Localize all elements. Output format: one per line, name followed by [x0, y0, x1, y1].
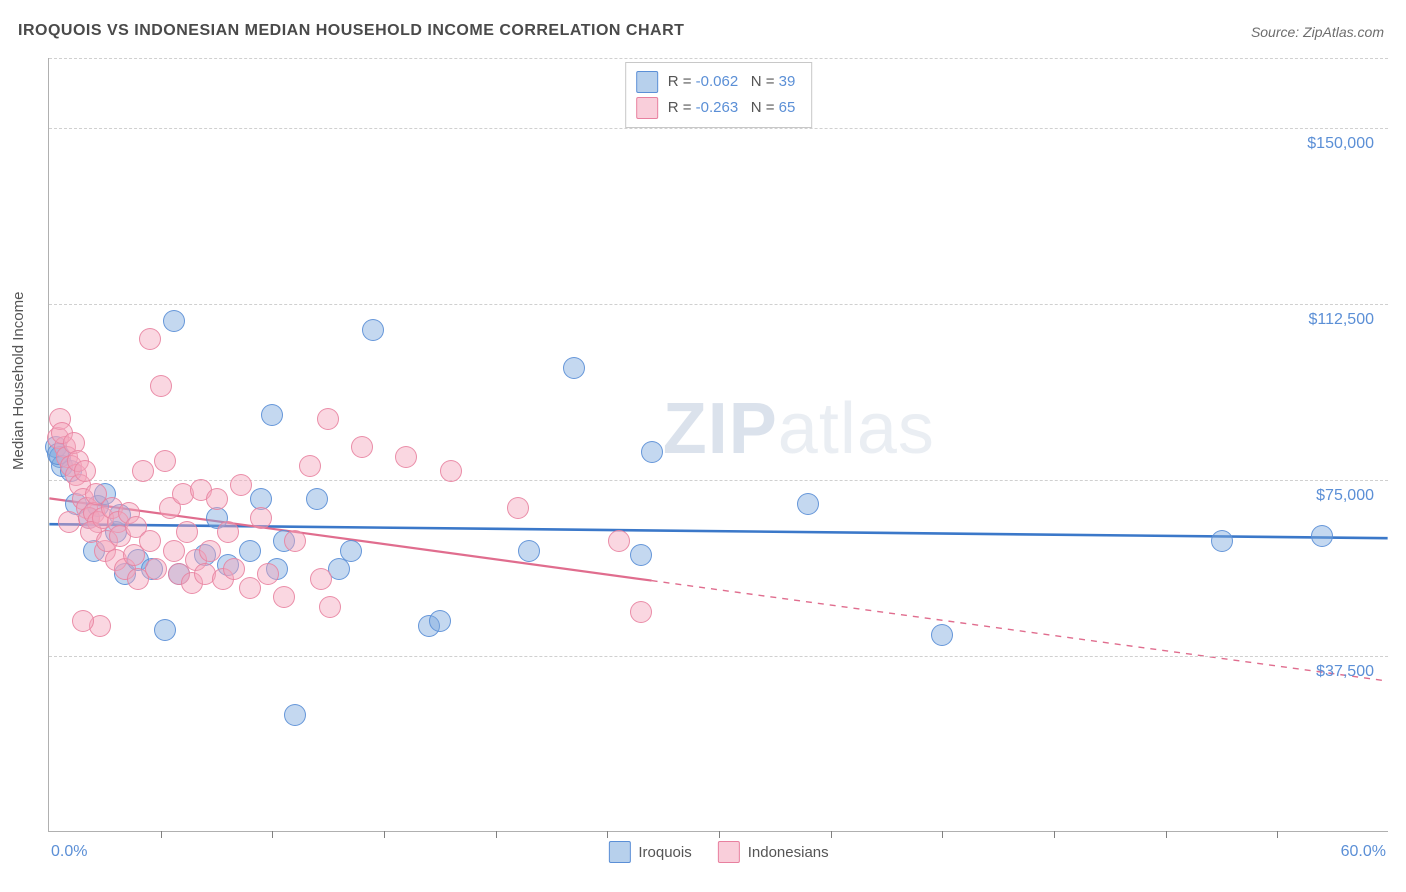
x-tick [1277, 831, 1278, 838]
scatter-point [507, 497, 529, 519]
zipatlas-watermark: ZIPatlas [663, 388, 935, 470]
scatter-point [630, 544, 652, 566]
scatter-point [163, 540, 185, 562]
square-swatch-icon [608, 841, 630, 863]
scatter-point [518, 540, 540, 562]
gridline [49, 656, 1388, 657]
scatter-point [239, 577, 261, 599]
scatter-point [163, 310, 185, 332]
scatter-point [230, 474, 252, 496]
scatter-point [608, 530, 630, 552]
trend-line [49, 524, 1387, 538]
scatter-point [931, 624, 953, 646]
scatter-point [299, 455, 321, 477]
scatter-point [257, 563, 279, 585]
scatter-plot-area: ZIPatlas R = -0.062 N = 39 R = -0.263 N … [48, 58, 1388, 832]
legend-item: Iroquois [608, 841, 691, 863]
scatter-point [223, 558, 245, 580]
x-tick [1054, 831, 1055, 838]
scatter-point [351, 436, 373, 458]
y-axis-label: Median Household Income [10, 292, 27, 470]
scatter-point [319, 596, 341, 618]
y-tick-label: $75,000 [1316, 487, 1374, 505]
scatter-point [641, 441, 663, 463]
scatter-point [154, 450, 176, 472]
x-tick [942, 831, 943, 838]
x-axis-start-label: 0.0% [51, 843, 87, 861]
scatter-point [1211, 530, 1233, 552]
scatter-point [206, 488, 228, 510]
scatter-point [154, 619, 176, 641]
x-tick [719, 831, 720, 838]
scatter-point [563, 357, 585, 379]
scatter-point [261, 404, 283, 426]
correlation-stats-legend: R = -0.062 N = 39 R = -0.263 N = 65 [625, 62, 813, 128]
chart-title: IROQUOIS VS INDONESIAN MEDIAN HOUSEHOLD … [18, 22, 684, 40]
scatter-point [139, 530, 161, 552]
scatter-point [310, 568, 332, 590]
scatter-point [362, 319, 384, 341]
scatter-point [797, 493, 819, 515]
x-axis-end-label: 60.0% [1341, 843, 1386, 861]
x-tick [607, 831, 608, 838]
gridline [49, 58, 1388, 59]
square-swatch-icon [718, 841, 740, 863]
legend-stats-row: R = -0.263 N = 65 [636, 95, 796, 121]
scatter-point [340, 540, 362, 562]
scatter-point [199, 540, 221, 562]
gridline [49, 304, 1388, 305]
scatter-point [273, 586, 295, 608]
legend-stats-row: R = -0.062 N = 39 [636, 69, 796, 95]
x-tick [384, 831, 385, 838]
scatter-point [284, 704, 306, 726]
gridline [49, 128, 1388, 129]
scatter-point [145, 558, 167, 580]
scatter-point [74, 460, 96, 482]
y-tick-label: $150,000 [1307, 135, 1374, 153]
scatter-point [250, 507, 272, 529]
scatter-point [176, 521, 198, 543]
trend-line-extrapolated [652, 581, 1388, 681]
scatter-point [429, 610, 451, 632]
scatter-point [150, 375, 172, 397]
square-swatch-icon [636, 71, 658, 93]
x-tick [1166, 831, 1167, 838]
x-tick [161, 831, 162, 838]
x-tick [831, 831, 832, 838]
scatter-point [306, 488, 328, 510]
legend-label: Iroquois [638, 844, 691, 861]
x-tick [272, 831, 273, 838]
scatter-point [395, 446, 417, 468]
scatter-point [239, 540, 261, 562]
square-swatch-icon [636, 97, 658, 119]
scatter-point [72, 610, 94, 632]
scatter-point [58, 511, 80, 533]
y-tick-label: $37,500 [1316, 663, 1374, 681]
scatter-point [139, 328, 161, 350]
scatter-point [630, 601, 652, 623]
source-attribution: Source: ZipAtlas.com [1251, 24, 1384, 40]
scatter-point [132, 460, 154, 482]
scatter-point [317, 408, 339, 430]
scatter-point [217, 521, 239, 543]
series-legend: Iroquois Indonesians [608, 841, 828, 863]
y-tick-label: $112,500 [1308, 311, 1374, 329]
legend-item: Indonesians [718, 841, 829, 863]
scatter-point [284, 530, 306, 552]
x-tick [496, 831, 497, 838]
scatter-point [440, 460, 462, 482]
legend-label: Indonesians [748, 844, 829, 861]
scatter-point [1311, 525, 1333, 547]
